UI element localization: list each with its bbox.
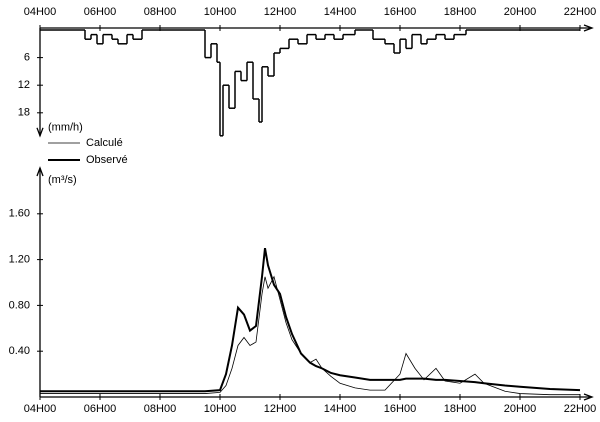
arrow (583, 393, 594, 401)
arrow (36, 166, 44, 177)
y-axis-label: (m³/s) (48, 174, 77, 186)
y-axis-label: (mm/h) (48, 122, 83, 134)
x-tick-label: 18H00 (444, 403, 476, 415)
x-tick-label: 14H00 (324, 403, 356, 415)
x-tick-label: 08H00 (144, 403, 176, 415)
y-tick-label: 1.60 (9, 208, 30, 220)
series-line (40, 275, 580, 396)
x-tick-label: 10H00 (204, 6, 236, 18)
x-tick-label: 10H00 (204, 403, 236, 415)
arrow (583, 24, 594, 32)
arrow (36, 127, 44, 138)
x-tick-label: 22H00 (564, 403, 596, 415)
x-tick-label: 20H00 (504, 6, 536, 18)
legend-label: Calculé (86, 137, 123, 149)
x-tick-label: 06H00 (84, 403, 116, 415)
x-tick-label: 16H00 (384, 6, 416, 18)
arrows (583, 24, 594, 401)
y-tick-label: 0.40 (9, 345, 30, 357)
x-tick-label: 12H00 (264, 403, 296, 415)
y-tick-label: 18 (18, 107, 30, 119)
x-tick-label: 08H00 (144, 6, 176, 18)
x-tick-label: 04H00 (24, 6, 56, 18)
x-tick-label: 22H00 (564, 6, 596, 18)
x-tick-label: 20H00 (504, 403, 536, 415)
y-tick-label: 0.80 (9, 299, 30, 311)
x-tick-label: 18H00 (444, 6, 476, 18)
x-tick-label: 06H00 (84, 6, 116, 18)
x-tick-label: 14H00 (324, 6, 356, 18)
y-tick-label: 6 (24, 52, 30, 64)
x-tick-label: 16H00 (384, 403, 416, 415)
x-tick-label: 12H00 (264, 6, 296, 18)
legend-label: Observé (86, 154, 128, 166)
y-tick-label: 12 (18, 79, 30, 91)
y-tick-label: 1.20 (9, 254, 30, 266)
x-tick-label: 04H00 (24, 403, 56, 415)
series-line (40, 247, 581, 393)
